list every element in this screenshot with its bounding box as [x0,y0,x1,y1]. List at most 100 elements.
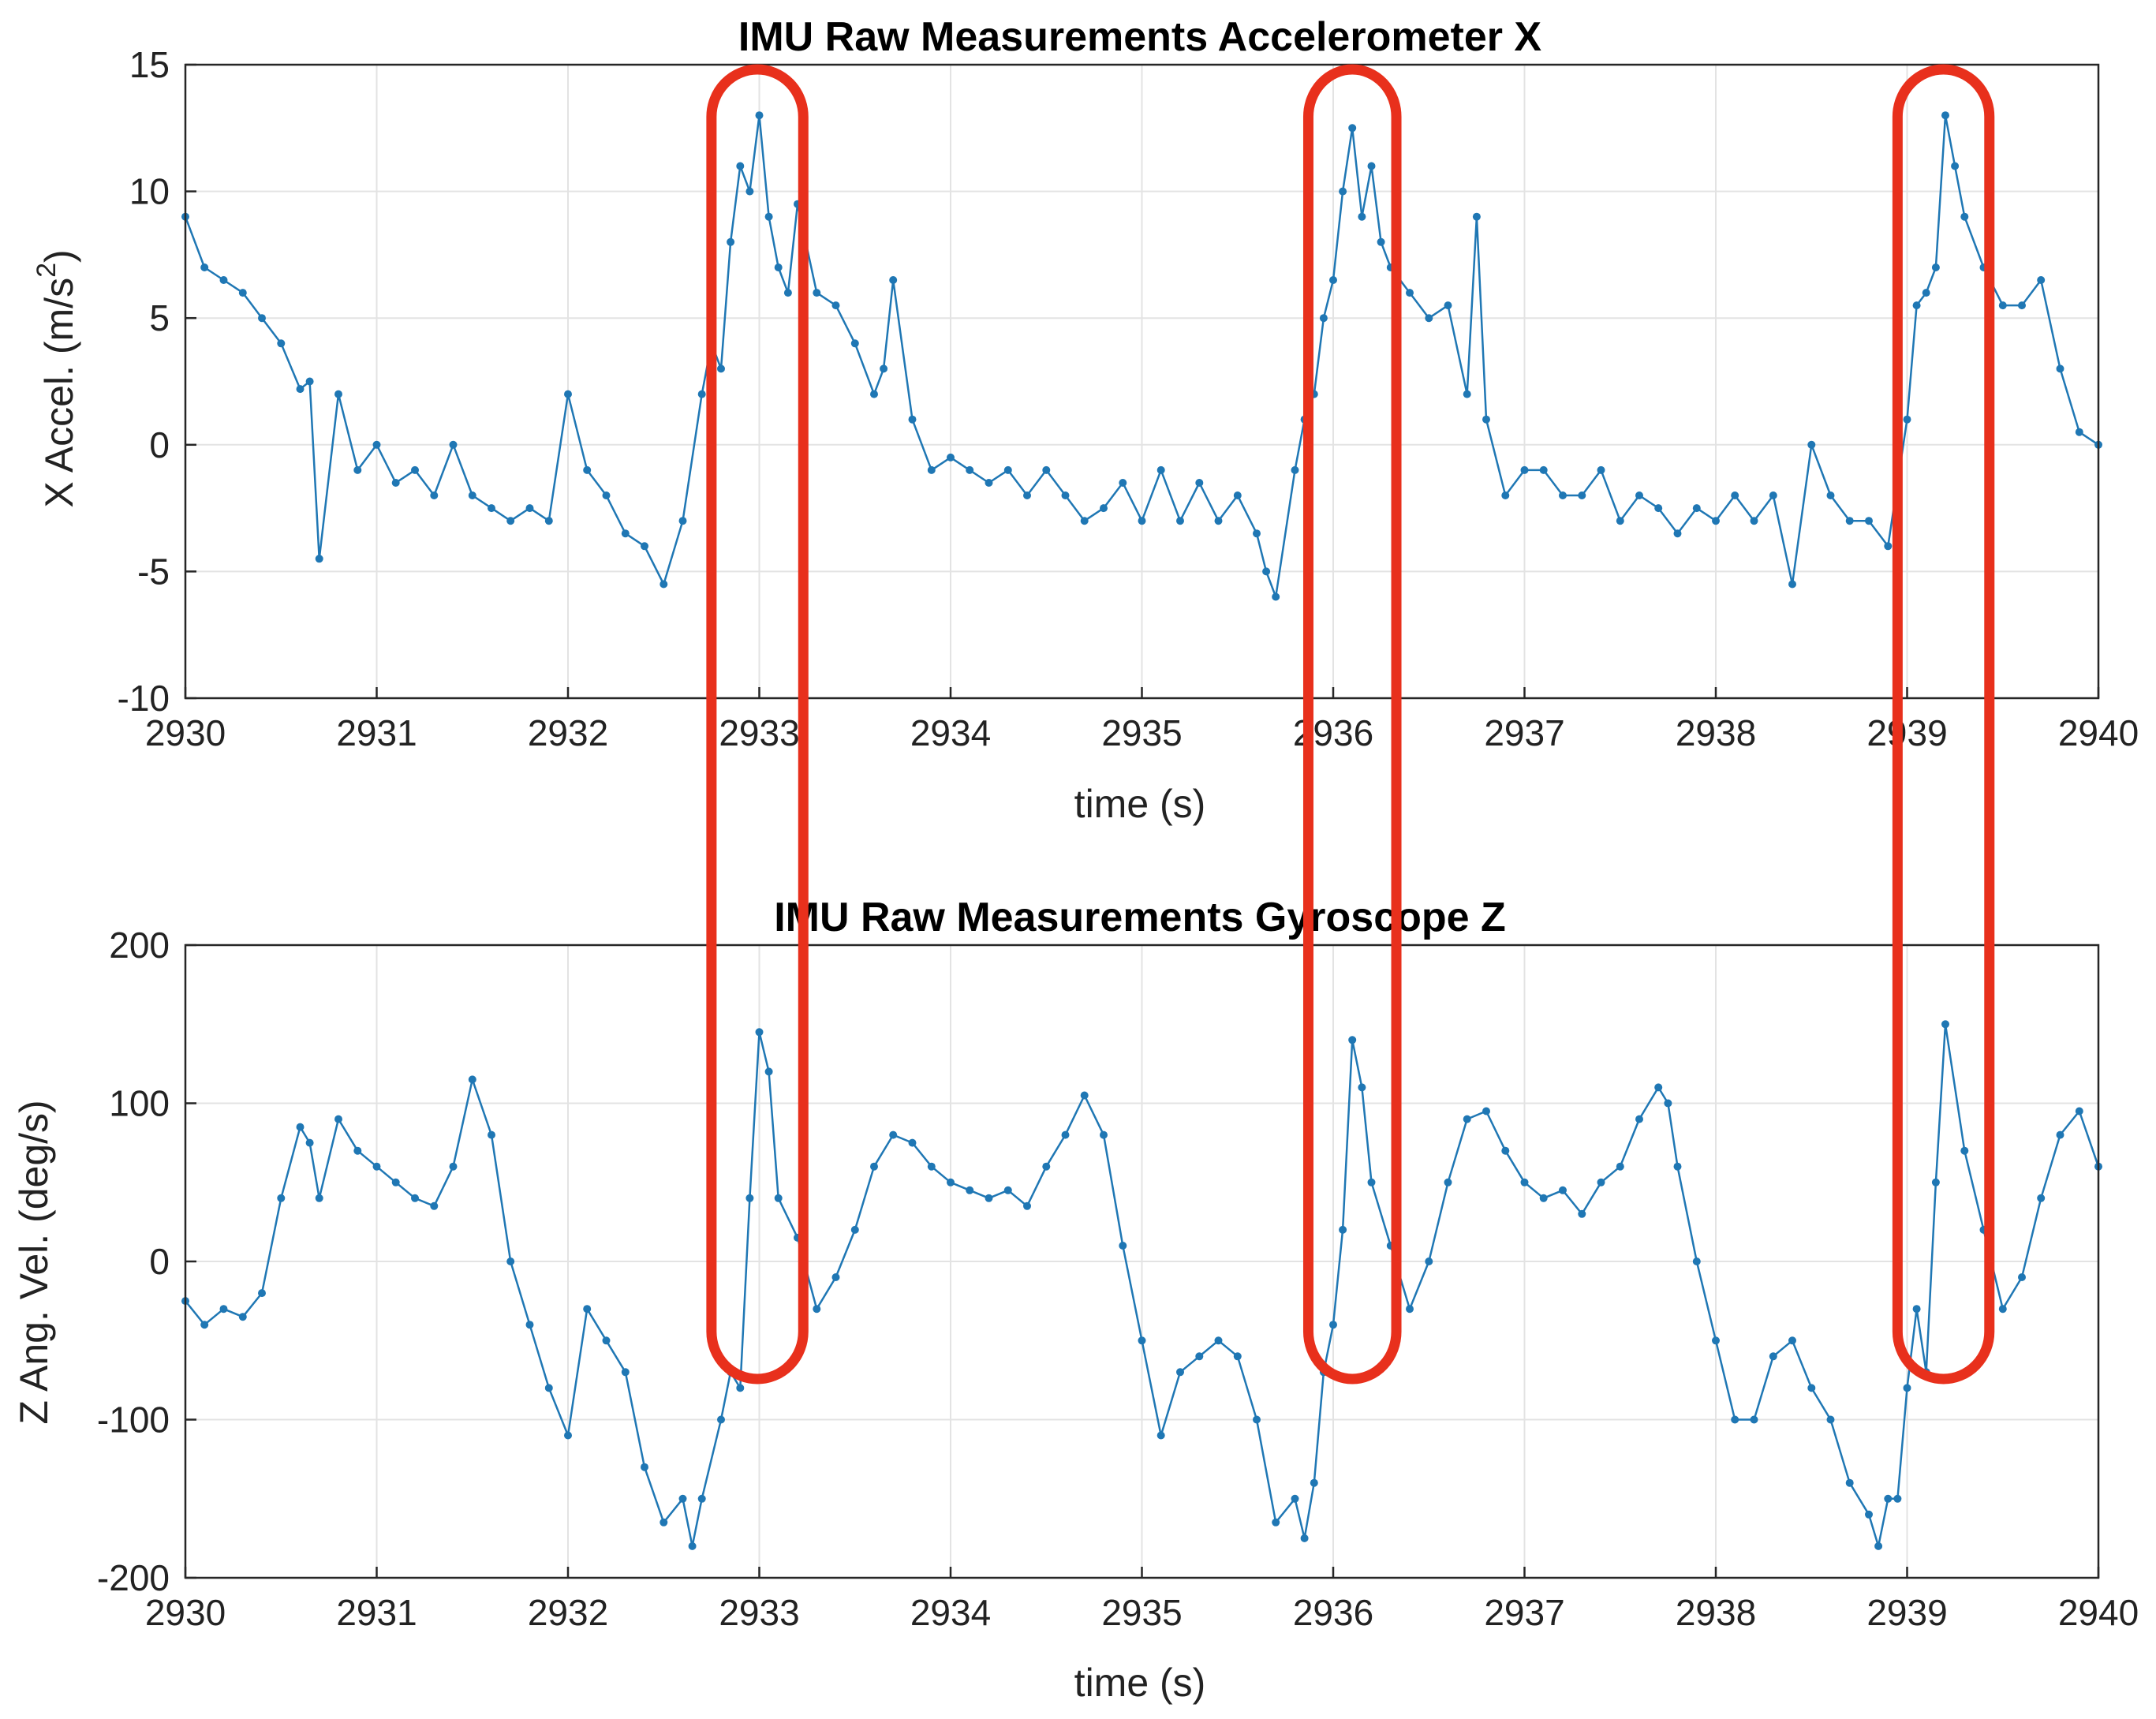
accel-x-data-point [2018,301,2026,310]
gyro-z-data-point [2037,1194,2046,1202]
accel-x-data-point [1329,276,1337,284]
gyro-z-data-point [334,1115,342,1123]
highlight-box [1892,64,1995,1385]
highlight-box [1302,64,1402,1385]
accel-x-data-point [889,276,898,284]
gyro-z-data-point [525,1321,534,1329]
gyro-z-data-point [947,1178,955,1186]
accel-x-x-tick-label: 2931 [336,712,417,753]
gyro-z-data-point [1559,1186,1567,1194]
accel-x-data-point [736,162,745,170]
gyro-z-data-point [430,1201,439,1210]
accel-x-data-point [449,440,458,449]
gyro-z-data-point [468,1075,476,1084]
accel-x-data-point [1023,491,1031,499]
accel-x-grid [185,64,2099,699]
gyro-z-data-point [200,1321,209,1329]
gyro-z-data-point [1597,1178,1605,1186]
accel-x-data-point [353,465,362,474]
accel-x-data-point [1750,517,1758,525]
accel-x-data-point [200,263,209,271]
gyro-z-data-point [1233,1352,1242,1361]
gyro-z-data-point [1253,1415,1261,1424]
accel-x-data-point [641,542,648,551]
accel-x-data-point [1712,517,1720,525]
accel-x-data-point [1931,263,1940,271]
gyro-z-data-point [1731,1415,1739,1424]
gyro-z-data-point [1367,1178,1376,1186]
accel-x-y-tick-label: -10 [118,678,170,719]
accel-x-data-point [1042,465,1051,474]
gyro-z-data-point [1807,1384,1816,1392]
gyro-z-data-point [870,1162,878,1171]
gyro-z-chart: IMU Raw Measurements Gyroscope Z 2930 293… [12,895,2139,1705]
gyro-z-data-point [1176,1368,1184,1377]
accel-x-x-axis-label: time (s) [1074,782,1206,826]
accel-x-data-point [697,390,706,398]
gyro-z-data-point [1003,1186,1012,1194]
accel-x-data-point [755,111,764,120]
accel-x-data-point [583,465,592,474]
accel-x-data-point [1138,517,1146,525]
accel-x-data-point [1903,415,1911,424]
gyro-z-x-tick-label: 2932 [528,1592,608,1633]
accel-x-y-tick-label: 0 [149,424,170,465]
gyro-z-data-point [1635,1115,1643,1123]
accel-x-data-point [678,517,687,525]
accel-x-y-axis-label-main: X Accel. (m/s [37,278,81,508]
gyro-z-x-tick-label: 2938 [1676,1592,1756,1633]
gyro-z-data-point [1406,1305,1414,1314]
gyro-z-data-point [641,1463,648,1471]
accel-x-data-point [1233,491,1242,499]
accel-x-data-point [277,339,286,348]
accel-x-x-tick-label: 2937 [1484,712,1564,753]
gyro-z-data-point [1520,1178,1529,1186]
gyro-z-data-point [1463,1115,1471,1123]
accel-x-series-line [184,114,2099,598]
accel-x-data-point [315,555,323,563]
accel-x-data-point [1960,212,1969,221]
gyro-z-data-point [1960,1146,1969,1155]
accel-x-data-point [908,415,917,424]
accel-x-data-point [1922,289,1930,297]
accel-x-data-point [544,517,553,525]
accel-x-data-point [1539,465,1548,474]
accel-x-data-point [1119,479,1127,487]
gyro-z-data-point [745,1194,754,1202]
gyro-z-data-point [621,1368,630,1377]
accel-x-x-tick-label: 2932 [528,712,608,753]
accel-x-data-point [1100,504,1108,513]
accel-x-x-tick-label: 2940 [2058,712,2139,753]
gyro-z-x-tick-label: 2935 [1101,1592,1182,1633]
gyro-z-data-point [831,1273,840,1281]
accel-x-data-point [391,479,400,487]
accel-x-data-point [1319,314,1328,323]
accel-x-data-point [1520,465,1529,474]
accel-x-data-point [1003,465,1012,474]
gyro-z-data-point [372,1162,381,1171]
accel-x-chart-title: IMU Raw Measurements Accelerometer X [738,14,1542,60]
gyro-z-data-point [1664,1099,1672,1108]
accel-x-data-point [1597,465,1605,474]
gyro-z-data-point [1931,1178,1940,1186]
gyro-z-data-point [238,1313,247,1321]
gyro-z-data-point [985,1194,993,1202]
accel-x-data-point [947,453,955,462]
accel-x-data-point [488,504,495,513]
accel-x-y-tick-label: 5 [149,297,170,338]
gyro-z-data-point [1291,1494,1299,1503]
gyro-z-data-point [1654,1083,1663,1092]
accel-x-data-point [1253,529,1261,538]
gyro-z-data-point [544,1384,553,1392]
accel-x-data-point [238,289,247,297]
accel-x-data-point [727,237,735,246]
gyro-z-data-point [1339,1225,1347,1234]
gyro-z-x-axis-label: time (s) [1074,1661,1206,1705]
highlight-box [706,64,809,1385]
gyro-z-data-point [1616,1162,1624,1171]
accel-x-data-point [717,364,725,373]
gyro-z-data-point [2018,1273,2026,1281]
gyro-z-data-point [688,1541,697,1550]
accel-x-data-point [745,187,754,196]
